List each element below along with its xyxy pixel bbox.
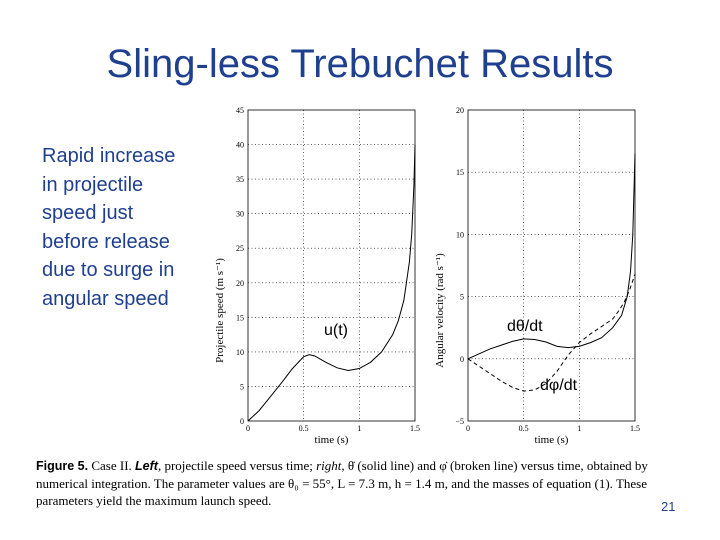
plot-frame bbox=[467, 109, 636, 422]
figure-caption: Figure 5. Case II. Left, projectile spee… bbox=[36, 457, 648, 509]
y-tick-label: −5 bbox=[455, 417, 464, 426]
x-tick-label: 0 bbox=[466, 424, 470, 433]
caption-text-2: , projectile speed versus time; bbox=[157, 458, 317, 473]
y-tick-label: 10 bbox=[456, 230, 464, 239]
x-tick-label: 0 bbox=[246, 424, 250, 433]
x-axis-label: time (s) bbox=[315, 434, 349, 446]
bullet-line: speed just bbox=[42, 202, 134, 224]
y-tick-label: 40 bbox=[236, 141, 244, 150]
y-tick-label: 15 bbox=[456, 168, 464, 177]
annotation-projectile-speed: u(t) bbox=[324, 322, 348, 339]
plot-frame bbox=[247, 109, 416, 422]
caption-text-1: Case II. bbox=[88, 458, 136, 473]
x-tick-label: 0.5 bbox=[519, 424, 529, 433]
y-tick-label: 10 bbox=[236, 348, 244, 357]
y-tick-label: 0 bbox=[460, 355, 464, 364]
caption-text-3: , θ̇ (solid line) and φ̇ (broken line) v… bbox=[36, 458, 648, 508]
bullet-line: due to surge in bbox=[42, 259, 175, 281]
y-tick-label: 30 bbox=[236, 210, 244, 219]
bullet-line: angular speed bbox=[42, 287, 169, 310]
bullet-line: before release bbox=[42, 230, 170, 253]
annotation-dphi-dt: dφ/dt bbox=[540, 377, 578, 394]
y-tick-label: 15 bbox=[236, 313, 244, 322]
y-tick-label: 35 bbox=[236, 175, 244, 184]
y-tick-label: 5 bbox=[460, 293, 464, 302]
x-tick-label: 1 bbox=[357, 424, 361, 433]
y-axis-label: Projectile speed (m s⁻¹) bbox=[214, 258, 226, 363]
x-tick-label: 1.5 bbox=[410, 424, 420, 433]
x-tick-label: 0.5 bbox=[299, 424, 309, 433]
annotation-dtheta-dt: dθ/dt bbox=[507, 318, 543, 335]
y-tick-label: 45 bbox=[236, 106, 244, 115]
x-axis-label: time (s) bbox=[535, 434, 569, 446]
caption-figure-label: Figure 5. bbox=[36, 459, 89, 473]
x-tick-label: 1 bbox=[577, 424, 581, 433]
y-tick-label: 25 bbox=[236, 244, 244, 253]
y-axis-label: Angular velocity (rad s⁻¹) bbox=[434, 253, 446, 368]
bullet-text: Rapid increase in projectile speed just … bbox=[42, 142, 212, 313]
bullet-line: in projectile bbox=[42, 173, 144, 196]
series-line-dashed bbox=[467, 274, 636, 392]
slide-title: Sling-less Trebuchet Results bbox=[106, 42, 614, 86]
page-number: 21 bbox=[661, 499, 676, 514]
bullet-line: Rapid increase bbox=[42, 145, 176, 167]
y-tick-label: 20 bbox=[236, 279, 244, 288]
series-line-solid bbox=[247, 144, 416, 422]
caption-right-word: right bbox=[316, 458, 342, 473]
y-tick-label: 5 bbox=[240, 382, 244, 391]
y-tick-label: 20 bbox=[456, 106, 464, 115]
x-tick-label: 1.5 bbox=[630, 424, 640, 433]
caption-left-word: Left bbox=[135, 459, 158, 473]
series-line-solid bbox=[467, 153, 636, 360]
y-tick-label: 0 bbox=[240, 417, 244, 426]
